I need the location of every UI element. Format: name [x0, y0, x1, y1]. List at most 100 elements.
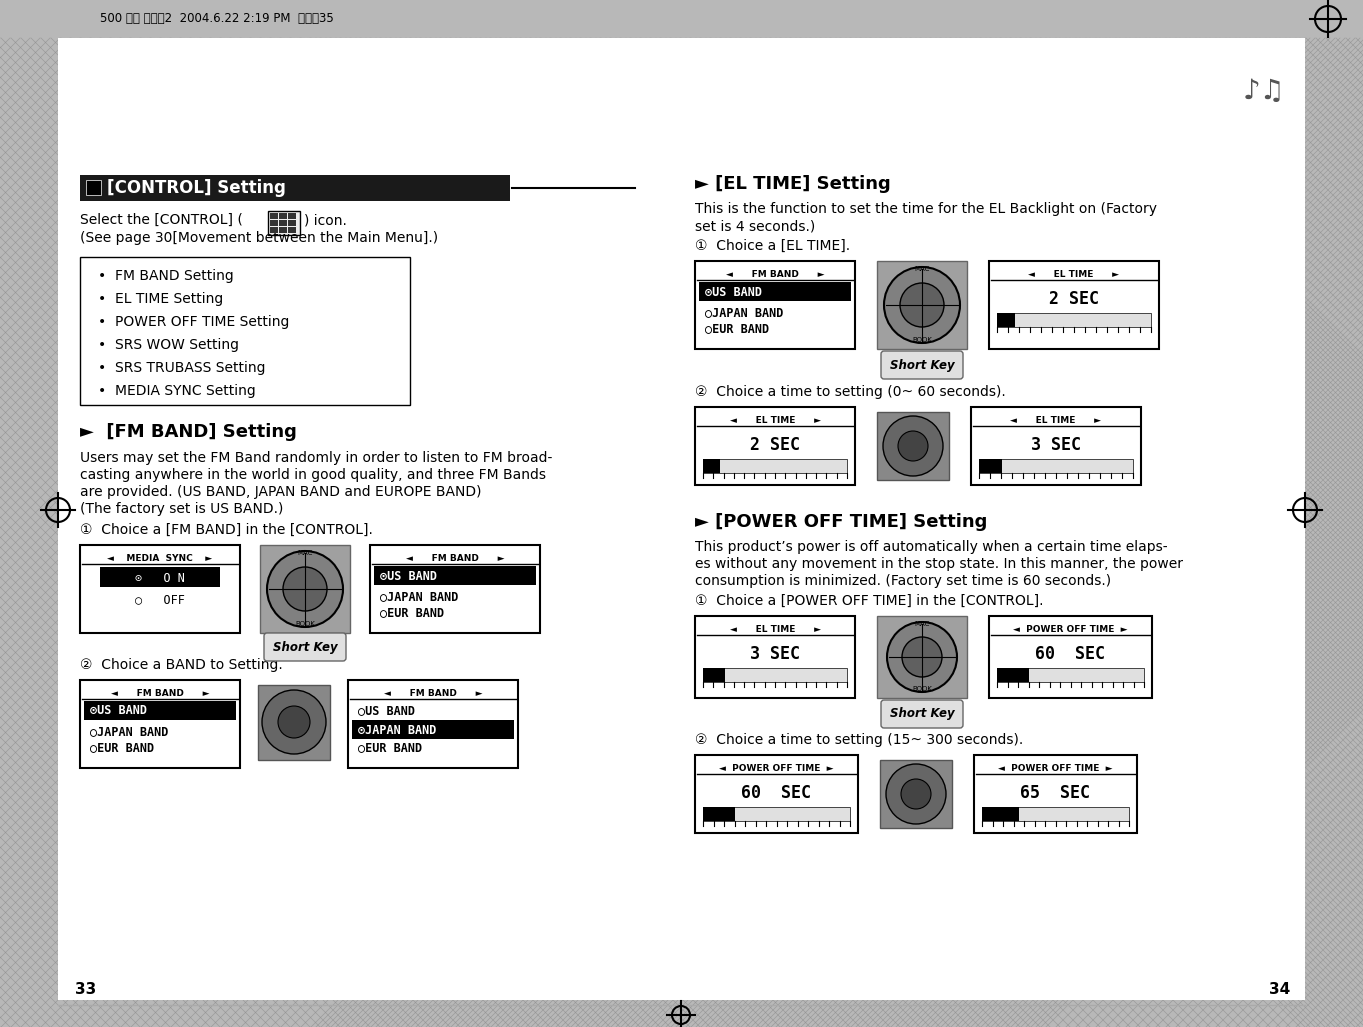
Text: consumption is minimized. (Factory set time is 60 seconds.): consumption is minimized. (Factory set t…	[695, 574, 1111, 588]
Bar	[703, 807, 736, 821]
Bar	[979, 459, 1133, 473]
FancyBboxPatch shape	[264, 633, 346, 661]
Bar	[288, 220, 296, 226]
Text: ► [EL TIME] Setting: ► [EL TIME] Setting	[695, 175, 891, 193]
Text: ◄      EL TIME      ►: ◄ EL TIME ►	[729, 416, 821, 425]
Bar	[695, 261, 855, 349]
Bar	[270, 213, 278, 219]
Text: This is the function to set the time for the EL Backlight on (Factory: This is the function to set the time for…	[695, 202, 1157, 216]
Text: 65  SEC: 65 SEC	[1020, 784, 1090, 802]
Circle shape	[262, 690, 326, 754]
Text: casting anywhere in the world in good quality, and three FM Bands: casting anywhere in the world in good qu…	[80, 468, 547, 482]
Text: ►  [FM BAND] Setting: ► [FM BAND] Setting	[80, 423, 297, 441]
Bar	[703, 668, 725, 682]
Bar	[876, 261, 966, 349]
Bar	[1304, 38, 1363, 1027]
Bar	[703, 459, 720, 473]
Bar	[0, 0, 1363, 38]
Text: ) icon.: ) icon.	[304, 213, 346, 227]
Bar	[269, 211, 300, 235]
Bar	[1229, 60, 1298, 122]
Text: 3 SEC: 3 SEC	[750, 645, 800, 663]
Bar	[990, 261, 1159, 349]
Text: ◄      EL TIME      ►: ◄ EL TIME ►	[1029, 270, 1119, 279]
Text: 3 SEC: 3 SEC	[1030, 436, 1081, 454]
Text: ◄      EL TIME      ►: ◄ EL TIME ►	[729, 625, 821, 634]
Bar	[695, 407, 855, 485]
Bar	[80, 680, 240, 768]
Bar	[352, 720, 514, 739]
Circle shape	[284, 567, 327, 611]
Text: •  FM BAND Setting: • FM BAND Setting	[98, 269, 233, 283]
Text: ①  Choice a [POWER OFF TIME] in the [CONTROL].: ① Choice a [POWER OFF TIME] in the [CONT…	[695, 594, 1044, 608]
Text: ► [POWER OFF TIME] Setting: ► [POWER OFF TIME] Setting	[695, 514, 987, 531]
Bar	[373, 566, 536, 585]
Bar	[996, 668, 1144, 682]
Text: ○US BAND: ○US BAND	[358, 705, 414, 718]
Text: (The factory set is US BAND.): (The factory set is US BAND.)	[80, 502, 284, 516]
Circle shape	[898, 431, 928, 461]
Bar	[981, 807, 1018, 821]
Text: BOOK: BOOK	[294, 621, 315, 627]
Text: ◄  POWER OFF TIME  ►: ◄ POWER OFF TIME ►	[998, 764, 1112, 773]
Bar	[981, 807, 1129, 821]
Text: ②  Choice a time to setting (15~ 300 seconds).: ② Choice a time to setting (15~ 300 seco…	[695, 733, 1024, 747]
Circle shape	[900, 283, 945, 327]
Text: 500 영문 메뉴얼2  2004.6.22 2:19 PM  페이지35: 500 영문 메뉴얼2 2004.6.22 2:19 PM 페이지35	[99, 12, 334, 26]
Bar	[80, 257, 410, 405]
Text: 2 SEC: 2 SEC	[750, 436, 800, 454]
Text: •  SRS TRUBASS Setting: • SRS TRUBASS Setting	[98, 362, 266, 375]
Text: ◄      FM BAND      ►: ◄ FM BAND ►	[406, 554, 504, 563]
Text: set is 4 seconds.): set is 4 seconds.)	[695, 219, 815, 233]
Text: ◄      FM BAND      ►: ◄ FM BAND ►	[384, 689, 483, 698]
Bar	[880, 760, 951, 828]
Bar	[86, 180, 101, 195]
Text: BOOK: BOOK	[912, 337, 932, 343]
Bar	[369, 545, 540, 633]
Bar	[288, 227, 296, 233]
FancyBboxPatch shape	[880, 700, 964, 728]
Text: MAC: MAC	[915, 266, 930, 272]
Text: 60  SEC: 60 SEC	[1035, 645, 1105, 663]
Text: Short Key: Short Key	[890, 708, 954, 721]
Text: ◄      FM BAND      ►: ◄ FM BAND ►	[725, 270, 825, 279]
Bar	[0, 1000, 1363, 1027]
Circle shape	[278, 706, 309, 738]
Bar	[99, 567, 219, 587]
Text: ◄      EL TIME      ►: ◄ EL TIME ►	[1010, 416, 1101, 425]
Bar	[260, 545, 350, 633]
Circle shape	[901, 779, 931, 809]
Bar	[80, 175, 510, 201]
Text: are provided. (US BAND, JAPAN BAND and EUROPE BAND): are provided. (US BAND, JAPAN BAND and E…	[80, 485, 481, 499]
Text: ①  Choice a [EL TIME].: ① Choice a [EL TIME].	[695, 239, 851, 253]
Bar	[80, 545, 240, 633]
Text: Select the [CONTROL] (: Select the [CONTROL] (	[80, 213, 243, 227]
Bar	[703, 668, 846, 682]
Bar	[270, 227, 278, 233]
Bar	[703, 807, 851, 821]
Text: ◄    MEDIA  SYNC    ►: ◄ MEDIA SYNC ►	[108, 554, 213, 563]
Text: ○EUR BAND: ○EUR BAND	[358, 741, 423, 755]
Text: Short Key: Short Key	[273, 641, 337, 653]
Text: ○EUR BAND: ○EUR BAND	[380, 607, 444, 619]
Bar	[699, 282, 851, 301]
Text: (See page 30[Movement between the Main Menu].): (See page 30[Movement between the Main M…	[80, 231, 438, 245]
Circle shape	[267, 551, 343, 627]
Text: •  EL TIME Setting: • EL TIME Setting	[98, 292, 224, 306]
Text: es without any movement in the stop state. In this manner, the power: es without any movement in the stop stat…	[695, 557, 1183, 571]
Text: ②  Choice a time to setting (0~ 60 seconds).: ② Choice a time to setting (0~ 60 second…	[695, 385, 1006, 400]
Bar	[876, 616, 966, 698]
Bar	[996, 313, 1150, 327]
Bar	[703, 459, 846, 473]
Text: [CONTROL] Setting: [CONTROL] Setting	[108, 179, 286, 197]
Text: Users may set the FM Band randomly in order to listen to FM broad-: Users may set the FM Band randomly in or…	[80, 451, 552, 465]
Text: 34: 34	[1269, 983, 1289, 997]
Text: ♪♫: ♪♫	[1243, 77, 1285, 105]
Text: ◄  POWER OFF TIME  ►: ◄ POWER OFF TIME ►	[718, 764, 833, 773]
Circle shape	[886, 764, 946, 824]
Text: ○EUR BAND: ○EUR BAND	[705, 322, 769, 336]
Bar	[979, 459, 1002, 473]
Bar	[85, 701, 236, 720]
Text: ○JAPAN BAND: ○JAPAN BAND	[705, 306, 784, 319]
Text: BOOK: BOOK	[912, 686, 932, 692]
